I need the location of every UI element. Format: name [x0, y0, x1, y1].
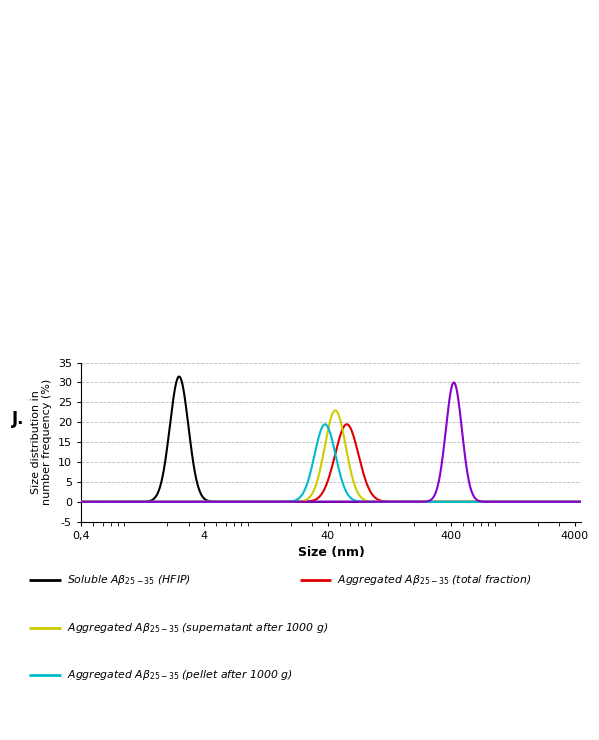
Text: D.: D. [3, 278, 12, 287]
Text: A.: A. [3, 181, 12, 190]
Text: ec: ec [60, 50, 69, 58]
Text: FrA: FrA [240, 209, 253, 218]
Text: CA1: CA1 [389, 98, 409, 109]
Text: Aggregated A$\beta_{25-35}$ (pellet after 1000 g): Aggregated A$\beta_{25-35}$ (pellet afte… [66, 668, 292, 682]
Text: PVN: PVN [84, 209, 101, 218]
Text: fi: fi [204, 166, 209, 175]
Text: E.: E. [3, 371, 11, 380]
Text: Aggregated A$\beta_{25-35}$ (total fraction): Aggregated A$\beta_{25-35}$ (total fract… [337, 573, 531, 587]
Text: F.: F. [114, 371, 121, 380]
Text: 3V: 3V [48, 209, 59, 218]
Text: Soluble A$\beta_{25-35}$ (HFIP): Soluble A$\beta_{25-35}$ (HFIP) [66, 573, 190, 587]
Text: alv: alv [557, 22, 570, 31]
Text: 3V: 3V [48, 306, 59, 314]
Text: cc: cc [389, 22, 398, 31]
Text: B.: B. [114, 181, 122, 190]
Text: CA3: CA3 [252, 29, 271, 38]
Text: I.: I. [359, 371, 365, 380]
Text: LV: LV [288, 135, 297, 144]
Text: Aggregated A$\beta_{25-35}$ (supernatant after 1000 g): Aggregated A$\beta_{25-35}$ (supernatant… [66, 621, 328, 634]
Text: C.: C. [234, 181, 242, 190]
X-axis label: Size (nm): Size (nm) [298, 546, 364, 559]
Text: CA3: CA3 [150, 29, 170, 38]
Y-axis label: Size distribution in
number frequency (%): Size distribution in number frequency (%… [31, 379, 52, 505]
Text: fi: fi [276, 166, 281, 175]
Text: PVP: PVP [180, 360, 196, 369]
Text: MEE: MEE [84, 371, 100, 380]
Text: MHb: MHb [126, 232, 145, 241]
Text: D3V: D3V [180, 232, 197, 241]
Text: G.: G. [234, 278, 243, 287]
Text: LV: LV [78, 119, 87, 128]
Text: MEI: MEI [51, 340, 65, 349]
Text: hf: hf [557, 360, 565, 369]
Text: H.: H. [234, 371, 243, 380]
Text: J.: J. [12, 410, 25, 428]
